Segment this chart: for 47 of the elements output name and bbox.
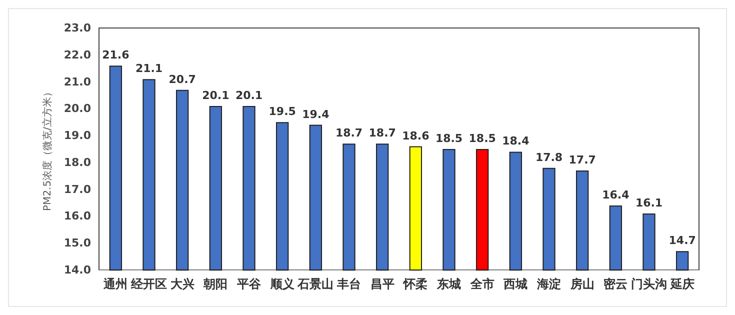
data-label: 18.6	[402, 129, 430, 142]
y-tick-label: 17.0	[64, 182, 92, 196]
x-tick-label: 西城	[502, 277, 528, 291]
x-tick-label: 丰台	[336, 277, 361, 291]
data-label: 21.6	[102, 48, 130, 62]
x-tick-label: 密云	[604, 277, 628, 291]
data-label: 21.1	[135, 62, 163, 76]
data-label: 18.5	[435, 132, 463, 145]
y-tick-label: 21.0	[64, 75, 92, 88]
data-label: 20.1	[235, 88, 263, 102]
data-label: 19.4	[302, 108, 330, 121]
x-tick-label: 石景山	[296, 277, 334, 291]
x-tick-label: 平谷	[236, 277, 262, 291]
y-tick-label: 14.0	[64, 264, 92, 276]
x-tick-label: 怀柔	[402, 277, 428, 291]
x-tick-label: 顺义	[269, 277, 296, 291]
x-tick-label: 昌平	[370, 277, 394, 291]
x-tick-label: 海淀	[536, 277, 561, 291]
y-tick-label: 18.0	[64, 156, 92, 169]
data-label: 18.7	[368, 126, 396, 140]
y-tick-label: 20.0	[64, 102, 92, 116]
data-label: 18.7	[335, 126, 363, 140]
data-label: 20.7	[168, 72, 196, 86]
data-label: 14.7	[668, 234, 696, 248]
data-label: 20.1	[202, 88, 230, 102]
data-label: 17.7	[568, 154, 596, 167]
x-tick-label: 门头沟	[631, 277, 667, 291]
y-tick-label: 16.0	[64, 210, 92, 223]
y-tick-label: 22.0	[64, 48, 92, 62]
x-tick-label: 延庆	[669, 277, 694, 291]
x-tick-label: 大兴	[170, 277, 194, 291]
y-tick-label: 19.0	[64, 129, 92, 142]
x-tick-label: 房山	[569, 277, 594, 291]
data-label: 18.4	[502, 134, 530, 148]
x-tick-label: 经开区	[130, 277, 167, 291]
y-axis-title: PM2.5浓度（微克/立方米）	[41, 87, 54, 211]
x-tick-label: 全市	[469, 277, 494, 291]
data-label: 19.5	[268, 105, 296, 118]
data-label: 16.4	[602, 188, 630, 202]
data-label: 18.5	[468, 132, 496, 145]
data-label: 16.1	[635, 196, 663, 210]
x-tick-label: 东城	[436, 277, 461, 291]
data-label: 17.8	[535, 150, 563, 164]
y-tick-label: 15.0	[64, 236, 92, 250]
y-tick-label: 23.0	[64, 22, 92, 34]
x-tick-label: 朝阳	[202, 277, 228, 291]
x-tick-label: 通州	[102, 277, 128, 291]
